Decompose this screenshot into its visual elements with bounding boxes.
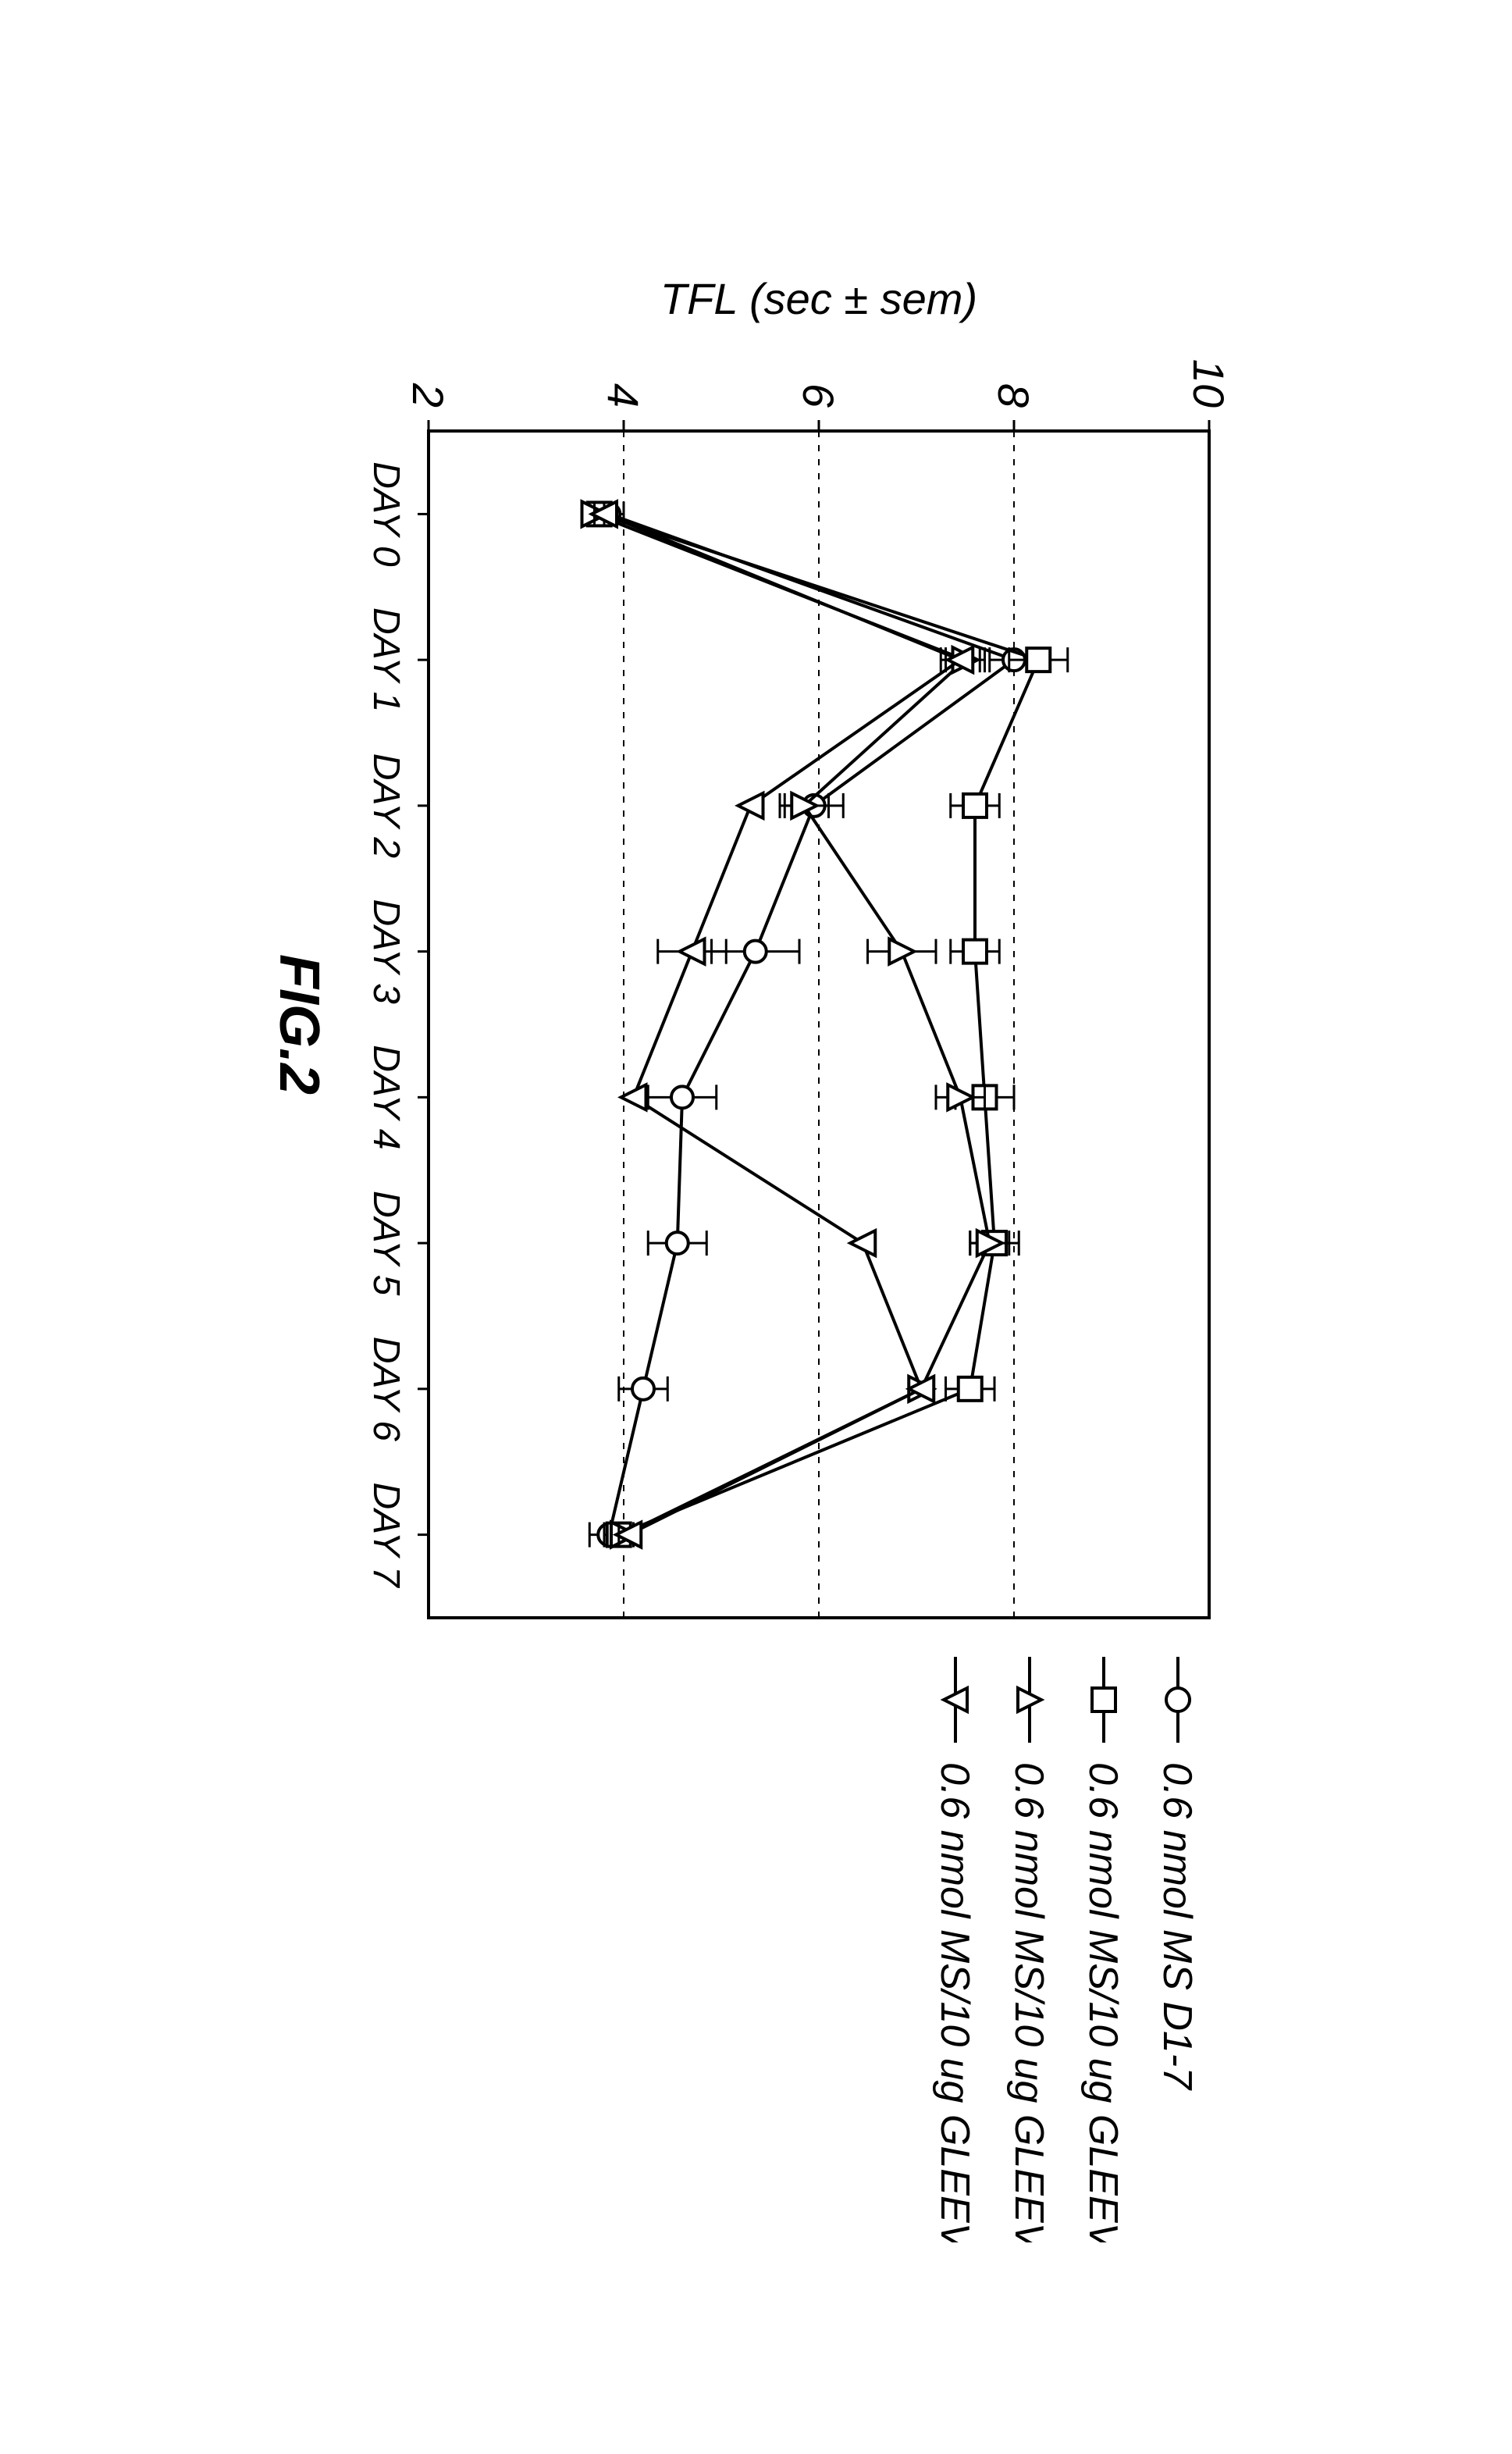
figure-2-container: 2 4 6 8 10 TFL (sec ± sem) DAY 0 DAY 1 DAY 2 DAY …	[210, 212, 1303, 2242]
y-tick-label: 4	[599, 383, 648, 407]
x-tick-label: DAY 5	[365, 1190, 407, 1295]
x-tick-label: DAY 3	[365, 899, 407, 1004]
legend-label: 0.6 nmol MS/10 ug GLEEVEC D3-7	[1006, 1762, 1051, 2242]
x-tick-label: DAY 2	[365, 753, 407, 857]
figure-caption: FIG.2	[268, 953, 330, 1094]
x-tick-label: DAY 1	[365, 607, 407, 711]
y-tick-label: 8	[989, 383, 1038, 407]
legend-label: 0.6 nmol MS/10 ug GLEEVEC D5-7	[932, 1762, 977, 2242]
y-axis-label: TFL (sec ± sem)	[660, 274, 977, 323]
y-tick-label: 6	[794, 383, 843, 408]
figure-2-chart: 2 4 6 8 10 TFL (sec ± sem) DAY 0 DAY 1 DAY 2 DAY …	[210, 212, 1303, 2242]
y-tick-label: 2	[404, 382, 453, 407]
legend-label: 0.6 nmol MS/10 ug GLEEVEC D1-7	[1080, 1762, 1126, 2242]
x-tick-label: DAY 0	[365, 461, 407, 567]
x-tick-label: DAY 6	[365, 1336, 407, 1441]
x-tick-label: DAY 7	[365, 1482, 407, 1589]
legend-label: 0.6 nmol MS D1-7	[1154, 1762, 1200, 2091]
y-tick-label: 10	[1184, 358, 1233, 407]
x-tick-label: DAY 4	[365, 1045, 407, 1149]
page: 2 4 6 8 10 TFL (sec ± sem) DAY 0 DAY 1 DAY 2 DAY …	[0, 0, 1512, 2454]
